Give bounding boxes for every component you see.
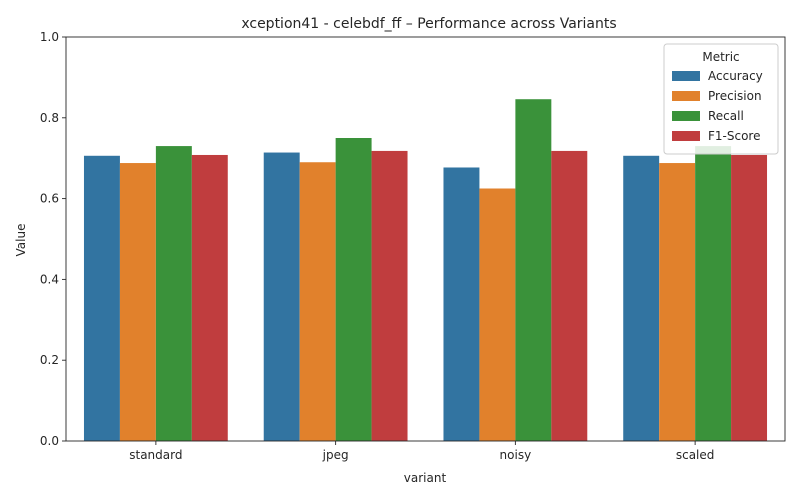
bar-accuracy-scaled — [623, 155, 660, 441]
y-axis-label: Value — [14, 224, 28, 257]
y-tick-label: 0.0 — [40, 434, 59, 448]
x-tick-label: noisy — [500, 448, 532, 462]
y-tick-label: 0.4 — [40, 272, 59, 286]
plot-frame — [65, 36, 786, 442]
bar-precision-noisy — [479, 188, 516, 441]
bar-recall-standard — [155, 146, 192, 441]
bar-f1-score-scaled — [731, 154, 768, 441]
bar-recall-noisy — [515, 99, 552, 441]
x-tick-label: standard — [129, 448, 182, 462]
bar-f1-score-noisy — [551, 150, 588, 441]
x-tick-label: scaled — [676, 448, 715, 462]
bar-f1-score-jpeg — [371, 150, 408, 441]
legend-swatch — [672, 91, 700, 101]
x-tick-label: jpeg — [322, 448, 349, 462]
y-tick-label: 0.6 — [40, 192, 59, 206]
x-axis-label: variant — [404, 471, 447, 485]
legend: Metric Accuracy Precision Recall F1-Score — [663, 43, 779, 155]
y-tick-label: 0.8 — [40, 111, 59, 125]
legend-label: Accuracy — [708, 69, 763, 83]
bar-recall-jpeg — [335, 138, 372, 441]
bar-recall-scaled — [695, 146, 732, 441]
bar-f1-score-standard — [191, 154, 228, 441]
plot-area: 0.0 0.2 0.4 0.6 0.8 1.0 standard jpeg noisy scale… — [40, 30, 786, 462]
legend-label: F1-Score — [708, 129, 760, 143]
legend-swatch — [672, 111, 700, 121]
bar-precision-standard — [119, 163, 156, 442]
bar-accuracy-jpeg — [263, 152, 300, 442]
bar-precision-jpeg — [299, 162, 336, 442]
y-tick-label: 1.0 — [40, 30, 59, 44]
bar-precision-scaled — [659, 163, 696, 442]
bar-accuracy-standard — [83, 155, 120, 441]
legend-swatch — [672, 71, 700, 81]
bar-accuracy-noisy — [443, 167, 480, 442]
legend-label: Precision — [708, 89, 762, 103]
legend-swatch — [672, 131, 700, 141]
legend-label: Recall — [708, 109, 744, 123]
chart-title: xception41 - celebdf_ff – Performance ac… — [241, 16, 616, 32]
y-tick-label: 0.2 — [40, 353, 59, 367]
legend-title: Metric — [702, 50, 739, 64]
